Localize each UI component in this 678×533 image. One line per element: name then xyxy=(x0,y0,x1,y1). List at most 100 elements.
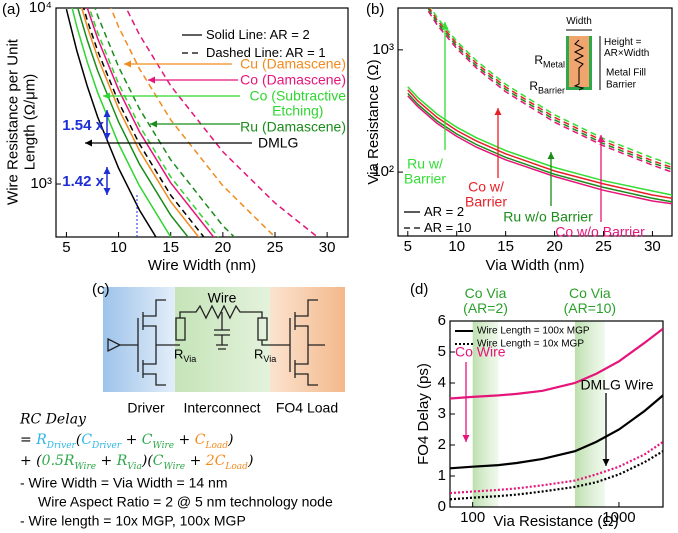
series-label: Co w/o Barrier xyxy=(555,223,645,240)
arrow-head xyxy=(85,139,92,147)
arrow-head xyxy=(103,133,111,140)
series-lines xyxy=(65,8,319,237)
symbol: C xyxy=(81,432,93,448)
symbol: R xyxy=(36,432,47,448)
series-lines xyxy=(450,327,663,501)
arrow-head xyxy=(103,92,110,100)
legend-label: Wire Length = 100x MGP xyxy=(477,325,590,337)
arrow-head xyxy=(103,188,111,195)
x-tick-label: 25 xyxy=(266,239,284,256)
term: ) xyxy=(228,432,234,448)
term: ( xyxy=(75,432,82,448)
section-label: Interconnect xyxy=(183,399,261,416)
subscript: Driver xyxy=(46,440,76,451)
term: CLoad xyxy=(215,453,248,472)
load-inverter xyxy=(261,299,325,386)
series-line xyxy=(71,8,172,237)
plot-frame xyxy=(397,7,673,237)
term: ) xyxy=(247,453,254,469)
subscript: Via xyxy=(127,461,142,472)
subscript: Wire xyxy=(163,461,186,472)
symbol: C xyxy=(152,453,164,469)
series-line xyxy=(407,95,672,205)
section-label: FO4 Load xyxy=(275,399,339,416)
series-line xyxy=(86,8,215,237)
term: + ( xyxy=(20,453,42,469)
inset-label: RBarrier xyxy=(529,78,565,96)
plot-frame xyxy=(55,7,349,238)
driver-region xyxy=(103,287,175,392)
series-line xyxy=(407,92,672,203)
arrow-head xyxy=(148,76,155,84)
inset-label: Metal Fill xyxy=(606,67,647,79)
y-tick-label: 2 xyxy=(437,435,446,453)
y-tick-label: 10³ xyxy=(372,40,394,58)
panel-label: (b) xyxy=(366,1,385,18)
legend-label: AR = 2 xyxy=(424,203,465,219)
inset-label: Height = AR×Width xyxy=(604,37,650,59)
series-line xyxy=(428,8,672,169)
term: RWire xyxy=(63,453,96,472)
note: - Wire Width = Via Width = 14 nm xyxy=(20,474,228,491)
term: 0.5 xyxy=(41,453,64,469)
series-line xyxy=(65,9,157,237)
arrow-head xyxy=(150,120,157,128)
y-tick-label: 1 xyxy=(437,466,446,484)
symbol: R xyxy=(63,453,75,469)
series-line xyxy=(450,440,663,495)
series-label: DMLG Wire xyxy=(580,376,654,393)
symbol: R xyxy=(174,346,184,362)
x-axis-label: Via Resistance (Ω) xyxy=(493,512,619,530)
subscript: Via xyxy=(263,353,277,364)
inset-resistor xyxy=(573,39,585,91)
symbol: R xyxy=(529,78,538,93)
x-tick-label: 25 xyxy=(595,238,612,255)
series-line xyxy=(450,394,663,470)
subscript: Metal xyxy=(542,59,565,70)
series-label: Co w/ Barrier xyxy=(464,178,508,210)
x-axis-label: Wire Width (nm) xyxy=(147,256,257,274)
x-tick-label: 10 xyxy=(448,238,466,255)
via-label: RVia xyxy=(254,347,276,364)
series-label: Co Wire xyxy=(455,343,506,360)
term: + xyxy=(185,453,206,469)
arrow-head xyxy=(462,435,470,442)
series-line xyxy=(77,8,189,237)
subscript: Load xyxy=(205,440,228,451)
series-label: Ru w/o Barrier xyxy=(503,208,593,225)
series-line xyxy=(430,8,672,166)
wire-label: Wire xyxy=(207,289,237,306)
circuit xyxy=(103,287,345,392)
band-label: Co Via (AR=2) xyxy=(463,285,508,317)
legend-label: Wire Length = 10x MGP xyxy=(477,338,584,350)
input-buffer xyxy=(107,337,122,353)
series-label: Ru (Damascene) xyxy=(240,118,346,135)
arrow-head xyxy=(597,135,605,142)
term: 2 xyxy=(205,453,215,469)
subscript: Load xyxy=(225,461,248,472)
series-line xyxy=(450,327,663,400)
x-tick-label: 15 xyxy=(497,238,514,255)
series-line xyxy=(407,86,672,196)
term: RVia xyxy=(117,453,142,472)
panel-label: (d) xyxy=(410,281,429,298)
equation-line: = RDriver(CDriver + CWire + CLoad) xyxy=(20,432,233,451)
subscript: Via xyxy=(183,353,197,364)
legend-label: Solid Line: AR = 2 xyxy=(206,26,310,42)
inset-label: Width xyxy=(566,16,592,27)
series-label: Cu (Damascene) xyxy=(240,55,346,72)
x-tick-label: 5 xyxy=(62,239,71,256)
arrow-head xyxy=(494,108,502,115)
y-tick-label: 5 xyxy=(437,342,446,360)
x-tick-label: 20 xyxy=(546,238,563,255)
ratio-label: 1.54 x xyxy=(62,116,104,134)
note: Wire Aspect Ratio = 2 @ 5 nm technology … xyxy=(38,493,333,510)
term: + xyxy=(121,432,142,448)
x-tick-label: 30 xyxy=(644,238,661,255)
arrow-head xyxy=(602,459,610,466)
y-axis-label: FO4 Delay (ps) xyxy=(414,363,432,465)
series-line xyxy=(80,8,200,237)
x-tick-label: 30 xyxy=(318,239,336,256)
